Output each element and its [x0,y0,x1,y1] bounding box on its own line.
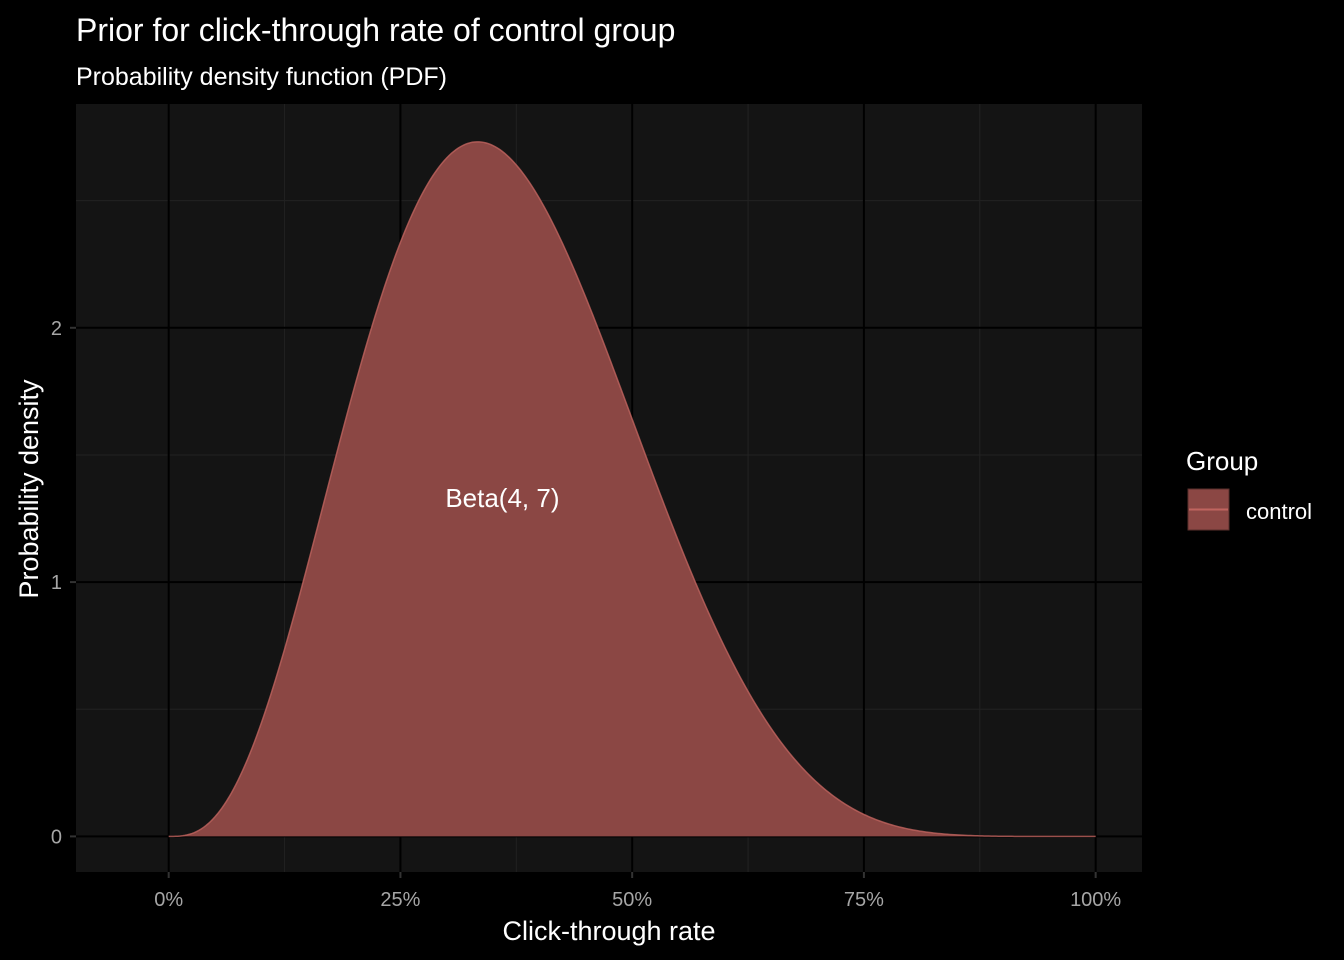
annotation-label: Beta(4, 7) [445,483,559,513]
chart-subtitle: Probability density function (PDF) [76,63,447,91]
x-tick-label: 25% [380,889,420,911]
y-axis-ticks: 0 1 2 [51,318,76,848]
y-tick-label: 1 [51,572,62,594]
x-tick-label: 75% [844,889,884,911]
series-layer: Beta(4, 7) [168,141,1096,838]
x-tick-label: 50% [612,889,652,911]
x-tick-label: 100% [1070,889,1121,911]
density-area-control [168,141,1096,837]
legend: Group control [1186,446,1312,531]
x-axis-title: Click-through rate [502,916,715,946]
chart-title: Prior for click-through rate of control … [76,12,675,48]
density-line-control [168,141,1096,838]
y-axis-title: Probability density [14,379,44,599]
legend-label-control: control [1246,499,1312,524]
legend-title: Group [1186,446,1258,476]
y-tick-label: 0 [51,826,62,848]
y-tick-label: 2 [51,318,62,340]
x-tick-label: 0% [154,889,183,911]
x-axis-ticks: 0% 25% 50% 75% 100% [154,872,1121,911]
